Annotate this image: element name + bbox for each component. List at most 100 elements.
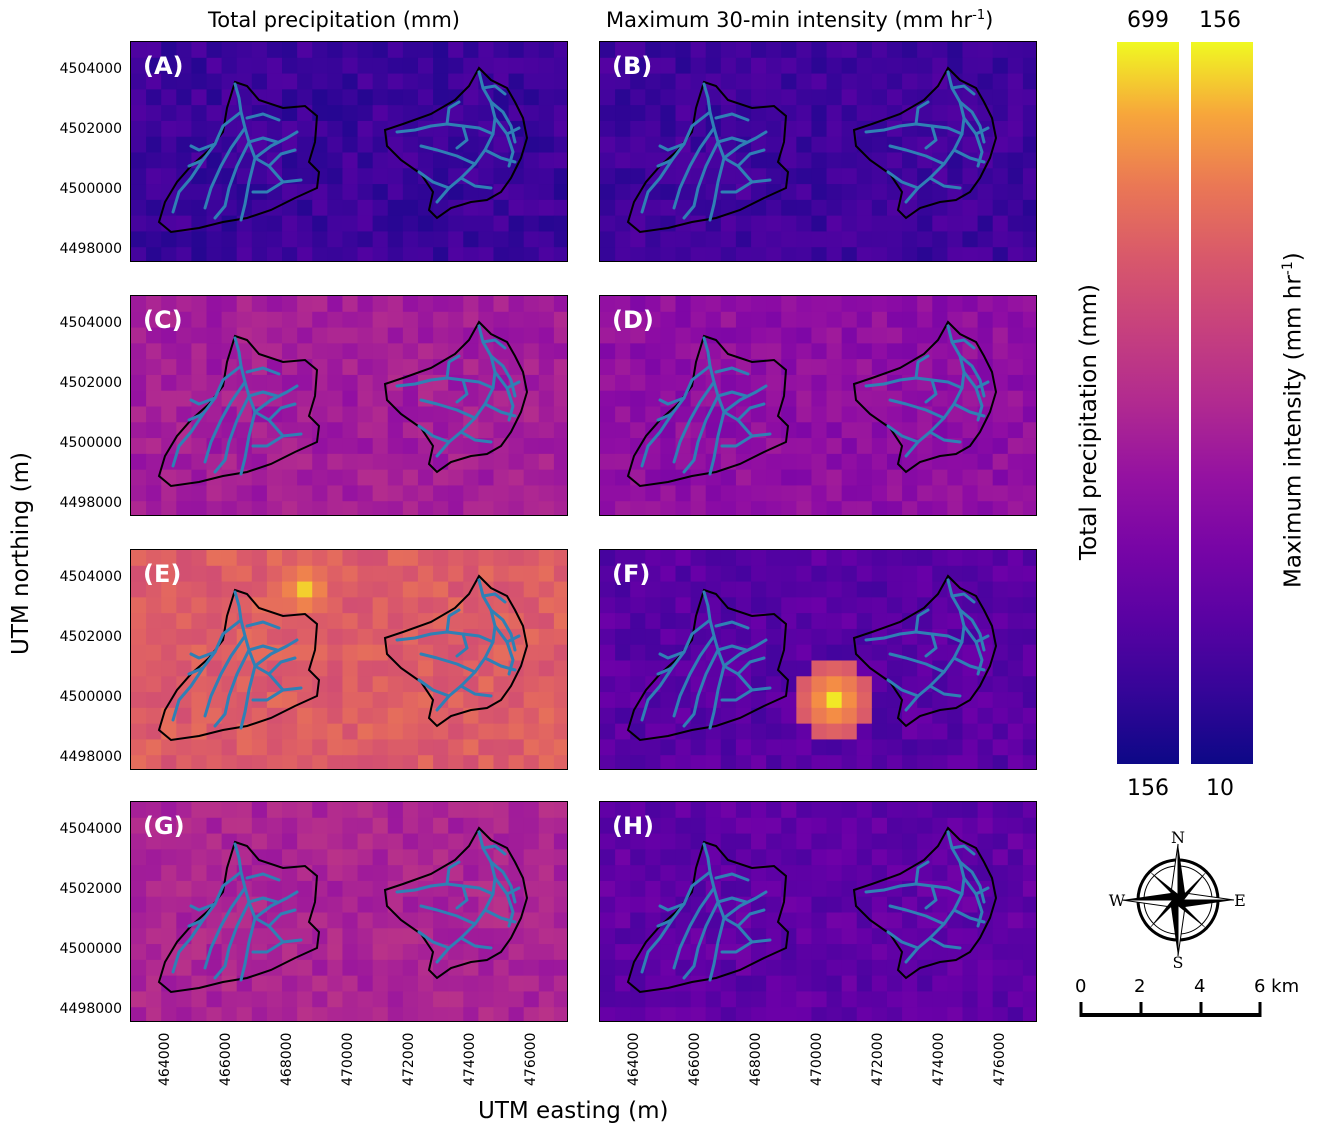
raster-cell [675, 1007, 692, 1021]
raster-cell [146, 944, 162, 961]
stream-line [962, 624, 984, 676]
raster-cell [553, 453, 567, 471]
raster-cell [236, 581, 253, 598]
raster-cell [841, 817, 858, 835]
raster-cell [600, 833, 616, 850]
raster-cell [1022, 991, 1036, 1008]
raster-cell [372, 105, 389, 122]
raster-cell [781, 453, 797, 471]
raster-cell [826, 327, 843, 344]
raster-cell [720, 501, 737, 515]
raster-cell [962, 42, 979, 59]
raster-cell [917, 755, 933, 769]
raster-cell [645, 597, 662, 614]
raster-cell [357, 42, 374, 59]
y-tick-label: 4504000 [59, 569, 122, 585]
raster-cell [1007, 723, 1024, 741]
raster-cell [176, 707, 193, 725]
raster-cell [131, 707, 147, 725]
raster-cell [766, 422, 782, 439]
raster-cell [781, 723, 797, 741]
raster-cell [191, 343, 208, 360]
raster-cell [387, 833, 404, 850]
raster-cell [433, 833, 449, 850]
raster-cell [131, 1007, 147, 1021]
raster-cell [417, 755, 434, 769]
raster-cell [902, 343, 918, 360]
raster-cell [660, 359, 677, 376]
raster-cell [841, 849, 858, 866]
raster-cell [856, 644, 873, 662]
raster-cell [645, 215, 662, 233]
raster-cell [630, 597, 646, 614]
raster-cell [176, 231, 193, 248]
raster-cell [206, 73, 223, 90]
raster-cell [221, 1007, 238, 1021]
raster-cell [781, 644, 797, 662]
raster-cell [781, 676, 797, 693]
raster-cell [735, 296, 752, 313]
raster-cell [811, 73, 828, 90]
raster-cell [433, 422, 449, 439]
raster-cell [297, 136, 313, 154]
raster-cell [448, 896, 464, 914]
raster-cell [342, 959, 359, 977]
raster-cell [1007, 136, 1024, 154]
raster-cell [796, 247, 813, 261]
stream-line [455, 124, 469, 150]
raster-cell [357, 959, 374, 977]
raster-cell [282, 438, 298, 455]
raster-cell [871, 991, 888, 1008]
raster-cell [463, 89, 479, 106]
stream-line [886, 170, 920, 190]
raster-cell [357, 628, 374, 646]
raster-cell [856, 802, 873, 819]
raster-cell [463, 723, 479, 741]
raster-cell [992, 89, 1009, 106]
raster-cell [161, 374, 177, 392]
raster-cell [600, 73, 616, 90]
raster-cell [553, 644, 567, 662]
raster-cell [902, 912, 918, 929]
stream-line [189, 902, 217, 912]
x-tick-label: 466000 [218, 1032, 234, 1086]
raster-cell [493, 501, 510, 515]
raster-cell [433, 723, 449, 741]
stream-line [682, 394, 720, 474]
raster-cell [402, 944, 419, 961]
raster-cell [615, 438, 631, 455]
raster-cell [327, 343, 344, 360]
raster-cell [478, 739, 495, 756]
right-column-title: Maximum 30-min intensity (mm hr-1) [606, 8, 993, 32]
raster-cell [327, 152, 344, 169]
raster-cell [600, 390, 616, 408]
raster-cell [766, 613, 782, 630]
raster-cell [191, 199, 208, 217]
raster-cell [977, 581, 994, 598]
raster-cell [660, 184, 677, 201]
raster-cell [463, 501, 479, 515]
y-tick-label: 4498000 [59, 1001, 122, 1017]
raster-cell [131, 422, 147, 439]
raster-cell [553, 311, 567, 329]
raster-cell [826, 928, 843, 945]
raster-cell [886, 912, 903, 929]
raster-cell [297, 833, 313, 850]
raster-cell [176, 959, 193, 977]
raster-cell [327, 485, 344, 502]
raster-cell [796, 485, 813, 502]
raster-cell [508, 991, 525, 1008]
raster-cell [826, 184, 843, 201]
raster-cell [387, 739, 404, 756]
raster-cell [221, 896, 238, 914]
raster-cell [766, 57, 782, 75]
raster-cell [297, 597, 313, 614]
raster-cell [811, 296, 828, 313]
raster-cell [493, 975, 510, 993]
raster-cell [448, 959, 464, 977]
raster-cell [146, 152, 162, 169]
raster-cell [660, 707, 677, 725]
raster-cell [811, 928, 828, 945]
raster-cell [327, 406, 344, 423]
raster-cell [886, 755, 903, 769]
